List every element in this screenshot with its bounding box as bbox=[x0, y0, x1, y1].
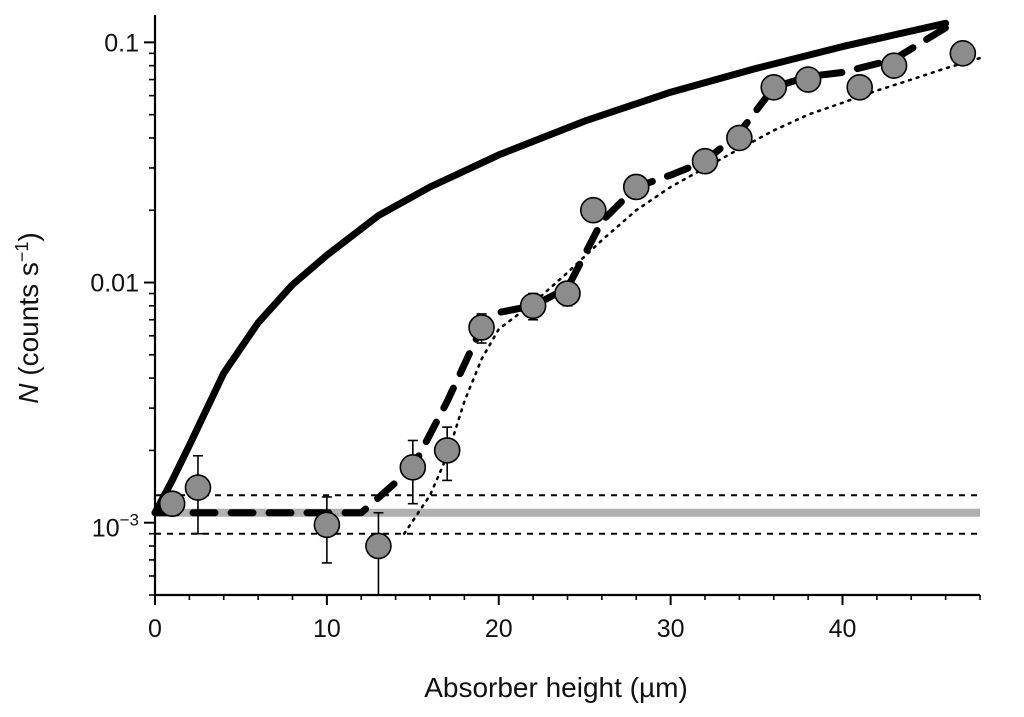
data-point-17 bbox=[949, 40, 977, 67]
data-point-8 bbox=[554, 280, 581, 307]
data-point-14 bbox=[794, 66, 822, 93]
data-point-1 bbox=[184, 474, 212, 501]
series-line-dashed-2 bbox=[151, 24, 950, 517]
data-point-7 bbox=[519, 292, 547, 320]
data-point-3 bbox=[365, 532, 392, 560]
data-point-6 bbox=[468, 314, 495, 341]
x-tick-label: 30 bbox=[657, 615, 685, 643]
data-point-5 bbox=[433, 437, 461, 464]
y-tick-label-exponent: 10−3 bbox=[92, 511, 139, 543]
data-point-2 bbox=[313, 511, 341, 539]
y-tick-exp-sup: −3 bbox=[120, 511, 139, 530]
y-axis-title-symbol: N bbox=[13, 383, 44, 404]
y-axis-title-close: ) bbox=[13, 232, 44, 241]
y-axis-title-unit: (counts s bbox=[13, 262, 44, 383]
data-point-16 bbox=[880, 52, 908, 79]
data-point-9 bbox=[579, 196, 607, 224]
series-layer bbox=[151, 19, 982, 535]
x-axis-title: Absorber height (µm) bbox=[424, 672, 688, 703]
ticks-layer: 0 10 20 30 40 0.1 0.01 bbox=[90, 29, 981, 643]
series-line-solid-1 bbox=[151, 19, 950, 517]
data-point-12 bbox=[726, 124, 753, 152]
y-tick-label: 0.01 bbox=[90, 270, 139, 298]
y-axis-title: N (counts s−1) bbox=[12, 232, 44, 403]
x-tick-label: 20 bbox=[485, 615, 513, 643]
data-point-13 bbox=[760, 73, 788, 101]
y-axis-title-exponent: −1 bbox=[12, 242, 32, 263]
x-tick-label: 0 bbox=[148, 615, 162, 643]
data-point-11 bbox=[691, 147, 719, 175]
x-tick-label: 40 bbox=[829, 615, 857, 643]
points-layer bbox=[158, 40, 977, 595]
data-point-10 bbox=[622, 173, 650, 201]
series-line-dotted-3 bbox=[402, 56, 982, 535]
y-tick-label: 0.1 bbox=[104, 29, 139, 57]
x-tick-label: 10 bbox=[313, 615, 341, 643]
data-point-4 bbox=[399, 454, 427, 481]
data-point-0 bbox=[158, 490, 186, 517]
y-tick-exp-base: 10 bbox=[92, 515, 120, 543]
data-point-15 bbox=[846, 73, 873, 101]
